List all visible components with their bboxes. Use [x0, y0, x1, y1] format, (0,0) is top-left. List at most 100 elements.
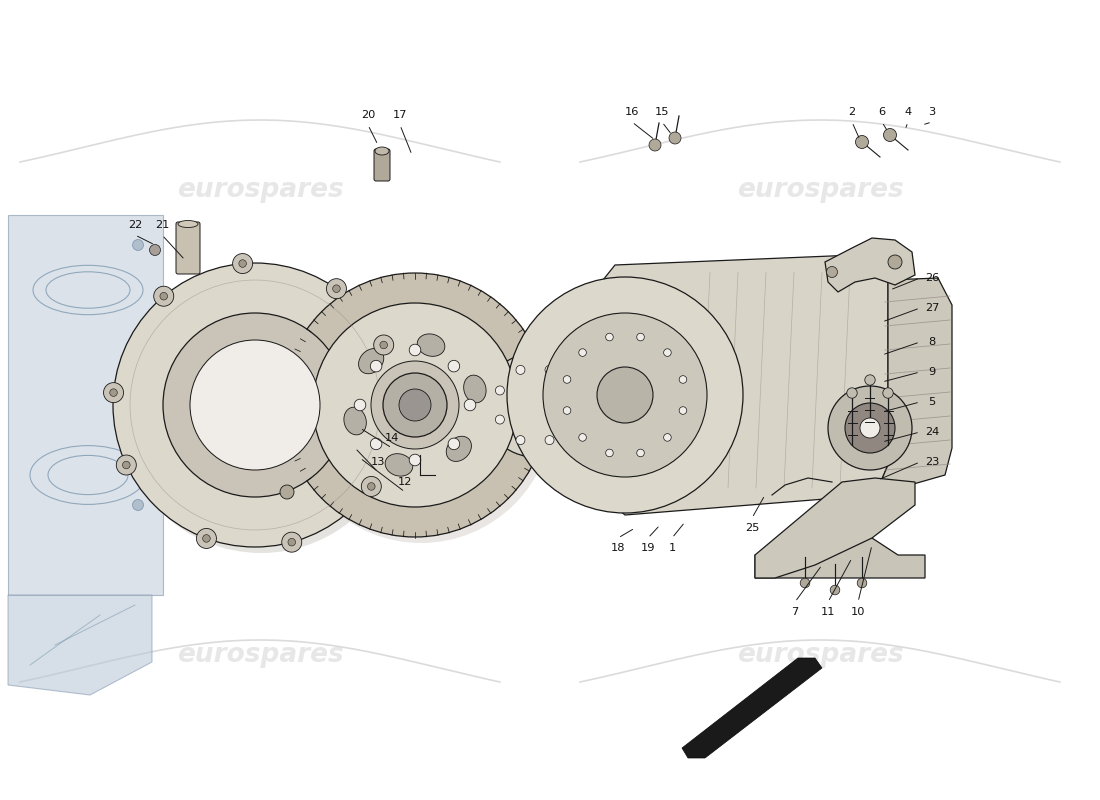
Text: 21: 21 — [155, 220, 169, 230]
Text: 15: 15 — [654, 107, 669, 117]
Circle shape — [847, 388, 857, 398]
Circle shape — [679, 376, 686, 383]
Circle shape — [830, 586, 839, 595]
Text: 19: 19 — [640, 543, 656, 553]
Text: 2: 2 — [848, 107, 856, 117]
Circle shape — [883, 129, 896, 142]
Text: 6: 6 — [879, 107, 886, 117]
Ellipse shape — [417, 334, 444, 356]
Circle shape — [103, 382, 123, 402]
Text: eurospares: eurospares — [177, 642, 343, 668]
Text: 11: 11 — [821, 607, 835, 617]
Circle shape — [488, 358, 592, 462]
Polygon shape — [874, 278, 952, 495]
Polygon shape — [8, 595, 152, 695]
Circle shape — [354, 399, 366, 411]
Polygon shape — [825, 238, 915, 292]
Circle shape — [448, 360, 460, 372]
Circle shape — [579, 349, 586, 356]
Circle shape — [563, 376, 571, 383]
Text: 14: 14 — [385, 433, 399, 443]
Text: 16: 16 — [625, 107, 639, 117]
Circle shape — [507, 277, 742, 513]
Circle shape — [232, 254, 253, 274]
Circle shape — [516, 436, 525, 445]
Circle shape — [150, 245, 161, 255]
Circle shape — [865, 374, 876, 385]
Circle shape — [280, 485, 294, 499]
Circle shape — [516, 366, 525, 374]
Circle shape — [143, 319, 154, 330]
Circle shape — [649, 139, 661, 151]
Text: 18: 18 — [610, 543, 625, 553]
Circle shape — [283, 273, 547, 537]
Ellipse shape — [344, 407, 366, 435]
Circle shape — [367, 482, 375, 490]
Circle shape — [663, 434, 671, 442]
Circle shape — [379, 341, 387, 349]
Circle shape — [399, 389, 431, 421]
FancyBboxPatch shape — [176, 222, 200, 274]
Circle shape — [679, 406, 686, 414]
Circle shape — [332, 285, 340, 293]
Circle shape — [606, 449, 614, 457]
Text: 10: 10 — [850, 607, 866, 617]
Circle shape — [154, 286, 174, 306]
Circle shape — [132, 499, 143, 510]
Circle shape — [888, 255, 902, 269]
Text: 3: 3 — [928, 107, 936, 117]
Circle shape — [483, 353, 587, 457]
Text: 12: 12 — [398, 477, 412, 487]
Circle shape — [190, 340, 320, 470]
Circle shape — [371, 360, 382, 372]
Text: 13: 13 — [371, 457, 385, 467]
Circle shape — [669, 132, 681, 144]
Circle shape — [361, 477, 382, 497]
Circle shape — [160, 293, 167, 300]
FancyBboxPatch shape — [374, 149, 390, 181]
Circle shape — [409, 454, 421, 466]
Text: 22: 22 — [128, 220, 142, 230]
Circle shape — [239, 260, 246, 267]
Circle shape — [132, 239, 143, 250]
Circle shape — [371, 361, 459, 449]
Text: 1: 1 — [669, 543, 675, 553]
Circle shape — [495, 386, 505, 395]
Circle shape — [122, 462, 130, 469]
Text: 17: 17 — [393, 110, 407, 120]
Circle shape — [374, 335, 394, 355]
Text: eurospares: eurospares — [177, 177, 343, 203]
Polygon shape — [755, 538, 925, 578]
Circle shape — [563, 406, 571, 414]
Text: 5: 5 — [928, 397, 936, 407]
Circle shape — [464, 399, 476, 411]
Circle shape — [543, 313, 707, 477]
Circle shape — [579, 434, 586, 442]
Text: 25: 25 — [745, 523, 759, 533]
Circle shape — [597, 367, 653, 423]
Text: 8: 8 — [928, 337, 936, 347]
Ellipse shape — [359, 349, 384, 374]
Circle shape — [663, 349, 671, 356]
Circle shape — [845, 403, 895, 453]
Text: 23: 23 — [925, 457, 939, 467]
Circle shape — [606, 334, 614, 341]
Ellipse shape — [375, 147, 389, 155]
Circle shape — [565, 386, 574, 395]
Text: eurospares: eurospares — [737, 642, 903, 668]
Circle shape — [544, 366, 554, 374]
Circle shape — [828, 386, 912, 470]
Circle shape — [288, 538, 296, 546]
Polygon shape — [595, 255, 888, 515]
Text: 20: 20 — [361, 110, 375, 120]
Text: 4: 4 — [904, 107, 912, 117]
Polygon shape — [682, 658, 822, 758]
Circle shape — [119, 269, 403, 553]
Circle shape — [512, 381, 559, 429]
Circle shape — [409, 344, 421, 356]
Circle shape — [800, 578, 810, 588]
Text: eurospares: eurospares — [737, 177, 903, 203]
Circle shape — [327, 278, 346, 298]
Circle shape — [637, 334, 645, 341]
Text: 24: 24 — [925, 427, 939, 437]
